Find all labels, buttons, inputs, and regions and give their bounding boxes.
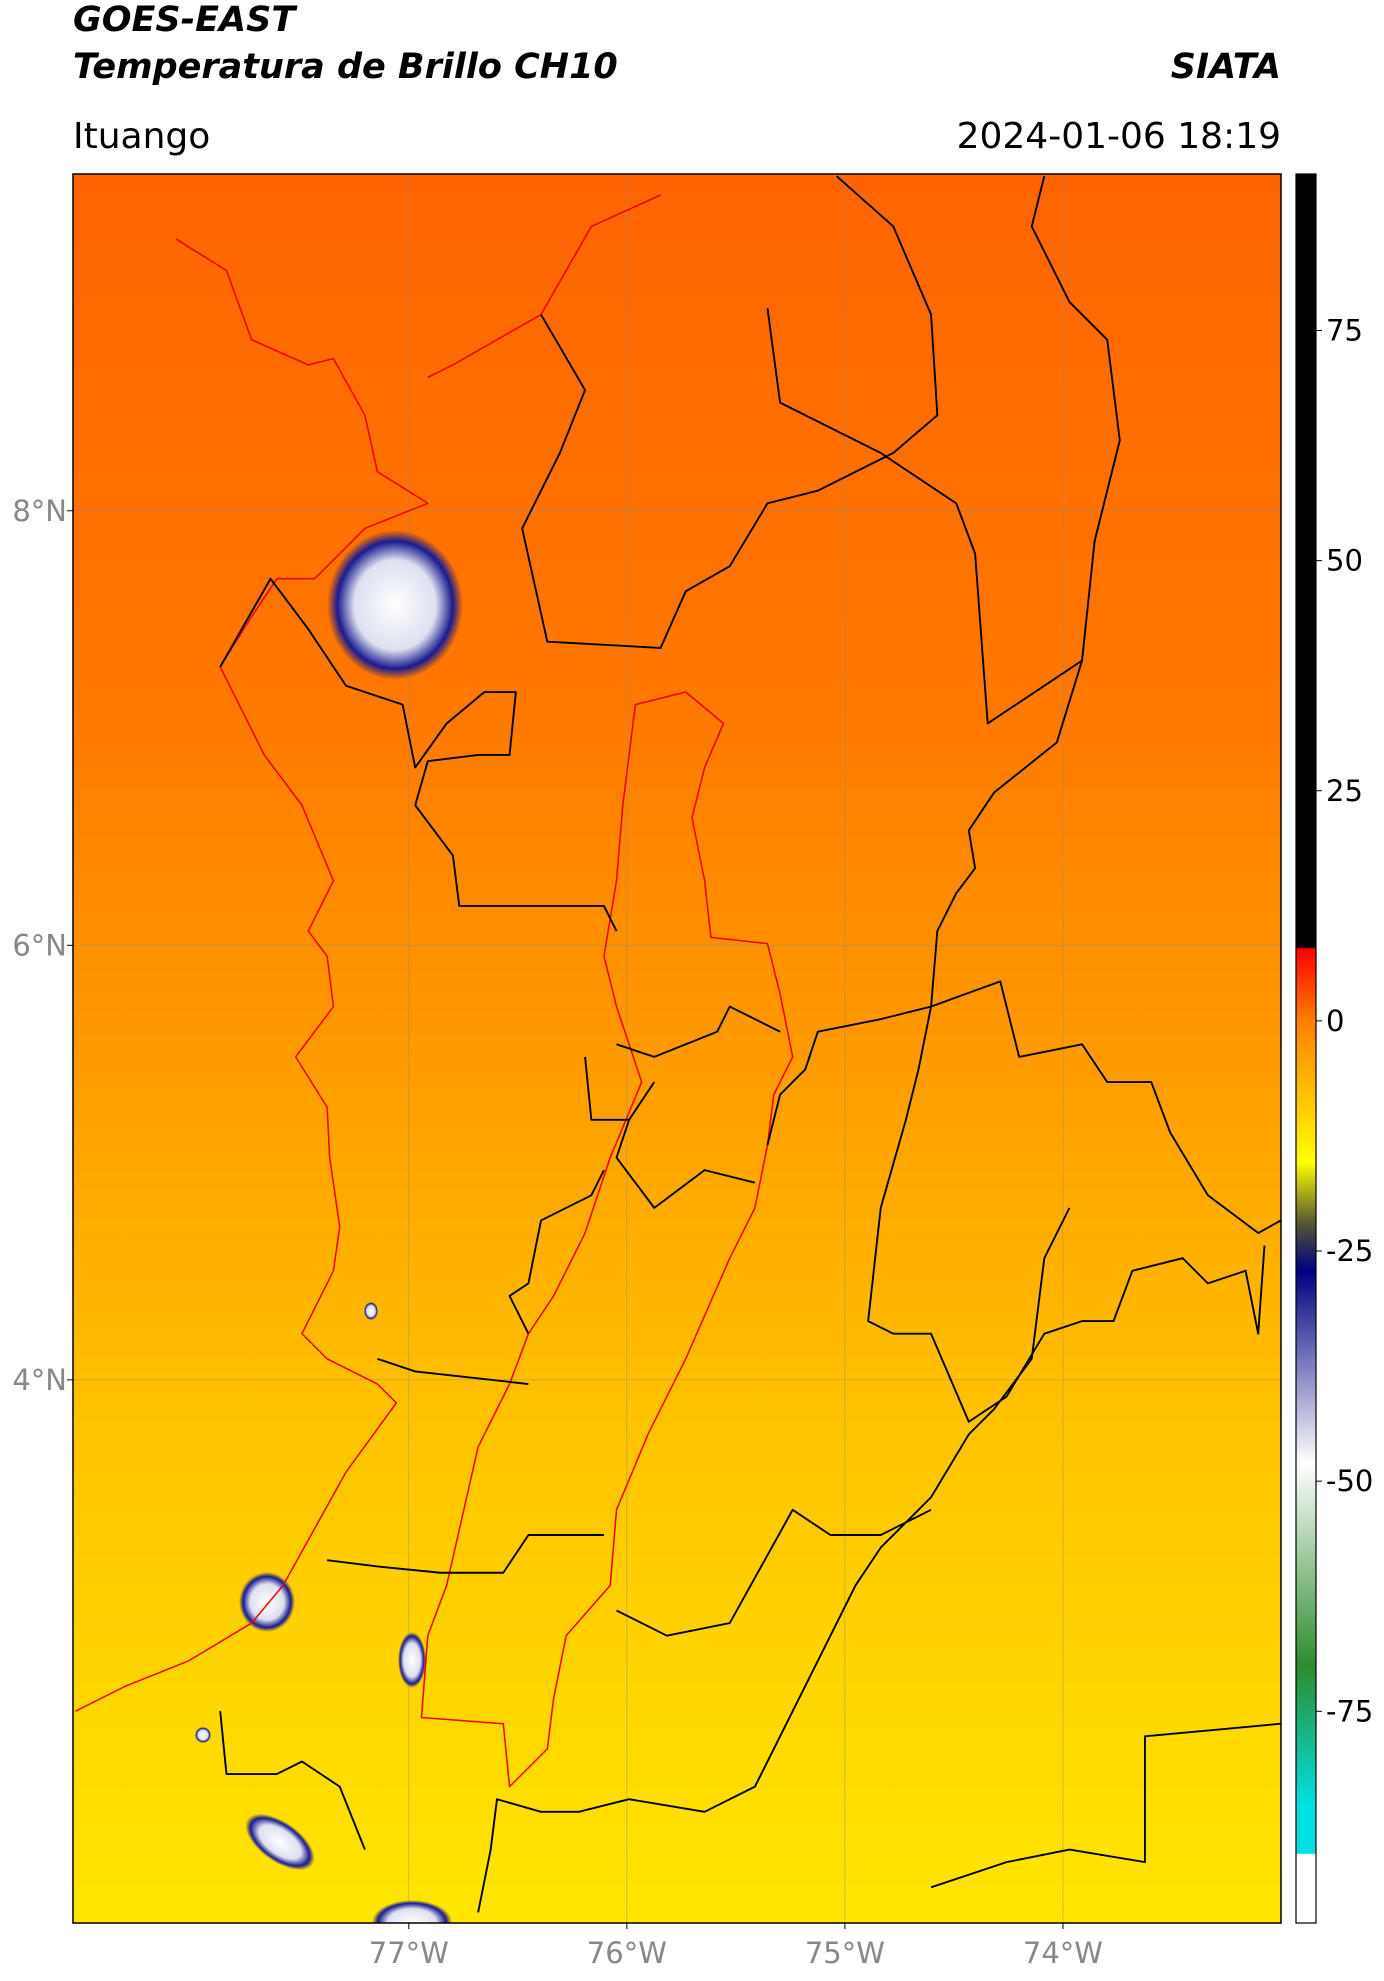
colorbar-tick-label: -75 [1326, 1694, 1373, 1728]
map-frame [72, 173, 1282, 1924]
y-tick-label: 8°N [12, 494, 67, 528]
title: GOES-EAST [73, 0, 298, 40]
source: SIATA [1171, 47, 1281, 87]
x-tick-label: 77°W [369, 1936, 449, 1970]
colorbar-tick-label: 75 [1326, 313, 1363, 347]
colorbar-tick-label: 25 [1326, 774, 1363, 808]
borders [75, 175, 1281, 1913]
colorbar-tick-label: -25 [1326, 1234, 1373, 1268]
colorbar-tick-label: 0 [1326, 1004, 1344, 1038]
y-tick-label: 6°N [12, 928, 67, 962]
map-area [73, 174, 1281, 1923]
datetime: 2024-01-06 18:19 [957, 116, 1281, 157]
subtitle: Temperatura de Brillo CH10 [73, 47, 618, 87]
x-tick-label: 74°W [1023, 1936, 1103, 1970]
colorbar-tick-label: 50 [1326, 544, 1363, 578]
colorbar [1295, 173, 1317, 1924]
x-tick-label: 76°W [587, 1936, 667, 1970]
x-tick-label: 75°W [805, 1936, 885, 1970]
location: Ituango [73, 116, 210, 157]
y-tick-label: 4°N [12, 1363, 67, 1397]
colorbar-tick-label: -50 [1326, 1464, 1373, 1498]
ticks: 77°W 76°W 75°W 74°W 8°N 6°N 4°N 75 50 25 0 -25 -50 -7… [12, 313, 1373, 1970]
